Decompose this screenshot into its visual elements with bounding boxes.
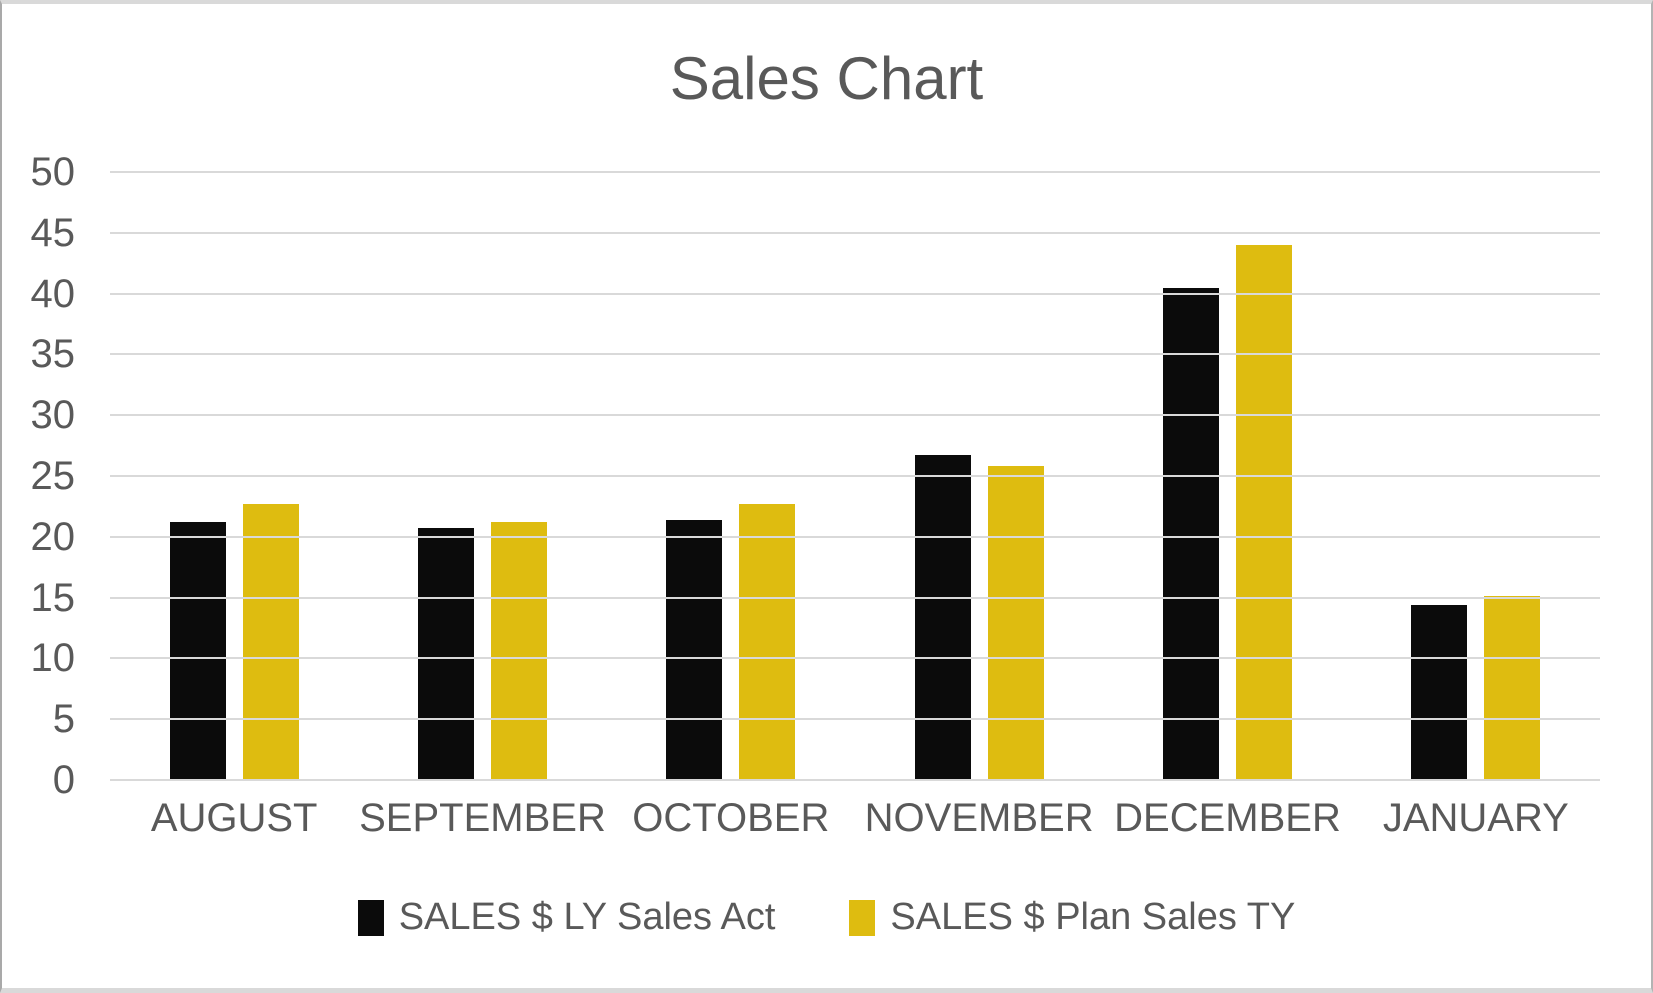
bar (417, 528, 474, 780)
bar-group-october (607, 172, 855, 780)
y-axis-tick-label: 0 (52, 758, 75, 802)
bar (1235, 244, 1292, 780)
gridline (110, 231, 1600, 234)
x-axis-category-label: DECEMBER (1114, 796, 1341, 840)
chart-title: Sales Chart (669, 45, 984, 112)
bar-group-january (1352, 172, 1600, 780)
gridline (110, 171, 1600, 173)
y-axis-tick-label: 40 (30, 271, 76, 316)
y-axis-tick-label: 15 (30, 575, 76, 620)
legend: SALES $ LY Sales Act SALES $ Plan Sales … (2, 896, 1651, 939)
y-axis-tick-label: 35 (30, 332, 76, 377)
bar-group-august (110, 172, 358, 780)
bars-row (110, 172, 1600, 780)
bar (242, 503, 299, 780)
legend-label-plan-sales: SALES $ Plan Sales TY (890, 896, 1296, 938)
x-axis-category-label: SEPTEMBER (359, 796, 606, 840)
legend-item-plan-sales: SALES $ Plan Sales TY (849, 896, 1295, 939)
bar (169, 522, 226, 780)
gridline (110, 353, 1600, 356)
gridline (110, 535, 1600, 538)
y-axis: 0 5 10 15 20 25 30 35 40 45 50 (2, 152, 76, 800)
legend-item-ly-sales: SALES $ LY Sales Act (357, 896, 776, 939)
y-axis-tick-label: 45 (30, 210, 76, 255)
gridline (110, 596, 1600, 599)
bar-group-september (358, 172, 606, 780)
bar (914, 455, 971, 780)
y-axis-tick-label: 10 (30, 636, 76, 681)
gridline (110, 657, 1600, 660)
bar (1162, 287, 1219, 780)
bar (739, 503, 796, 780)
bar (1484, 596, 1541, 780)
y-axis-tick-label: 30 (30, 393, 76, 438)
legend-swatch-black-icon (357, 899, 384, 936)
gridline (110, 475, 1600, 477)
bar (490, 522, 547, 780)
x-axis-category-label: JANUARY (1382, 796, 1569, 840)
y-axis-tick-label: 5 (52, 697, 75, 742)
y-axis-tick-label: 20 (30, 514, 76, 559)
y-axis-tick-label: 50 (30, 150, 76, 194)
legend-swatch-yellow-icon (849, 899, 876, 936)
bar (666, 519, 723, 780)
x-axis: AUGUST SEPTEMBER OCTOBER NOVEMBER DECEMBER JA… (110, 796, 1600, 841)
x-axis-category-label: NOVEMBER (864, 796, 1094, 840)
bar (1411, 604, 1468, 780)
x-axis-category-label: OCTOBER (632, 796, 830, 840)
legend-label-ly-sales: SALES $ LY Sales Act (398, 896, 776, 938)
plot-area (110, 171, 1600, 781)
bar (987, 466, 1044, 780)
x-axis-category-label: AUGUST (150, 796, 318, 840)
x-axis-line (110, 779, 1600, 781)
y-axis-tick-label: 25 (30, 454, 76, 498)
gridline (110, 414, 1600, 417)
bar-group-december (1103, 172, 1351, 780)
bar-group-november (855, 172, 1103, 780)
gridline (110, 718, 1600, 721)
gridline (110, 292, 1600, 295)
